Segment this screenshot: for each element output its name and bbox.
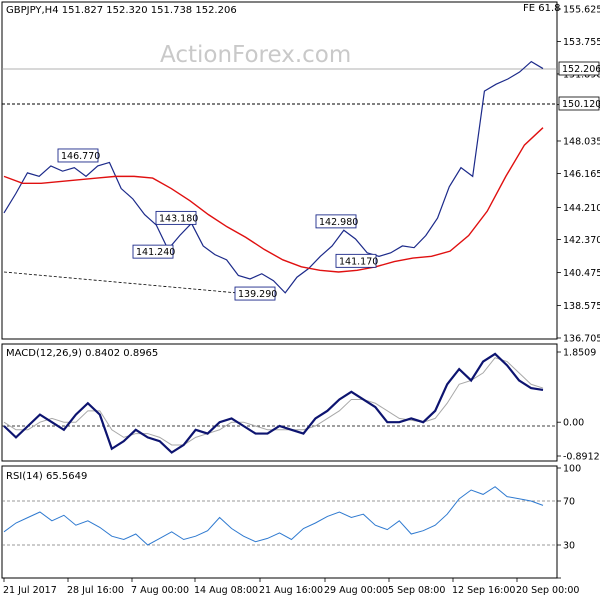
rsi-line [3, 486, 544, 546]
annotation-label: 139.290 [238, 289, 277, 300]
price-tick-label: 144.210 [563, 203, 600, 214]
rsi-tick-label: 30 [563, 541, 575, 552]
support-box [558, 96, 600, 111]
rsi-title: RSI(14) 65.5649 [6, 471, 87, 482]
x-tick-label: 5 Sep 08:00 [388, 585, 445, 596]
macd-pane [1, 343, 558, 462]
x-tick-label: 29 Aug 00:00 [324, 585, 388, 596]
price-tick-label: 142.370 [563, 235, 600, 246]
x-tick-label: 12 Sep 16:00 [452, 585, 515, 596]
macd-tick-label: 0.00 [563, 418, 584, 429]
price-tick-label: 140.475 [563, 268, 600, 279]
annotation-label: 141.240 [136, 247, 175, 258]
price-series [3, 60, 544, 294]
annotation-box [315, 214, 357, 229]
rsi-pane [1, 465, 558, 579]
support-label: 150.120 [562, 99, 600, 110]
annotation-box [132, 244, 174, 259]
moving-average-line [3, 127, 544, 273]
price-tick-label: 153.755 [563, 37, 600, 48]
annotation-box [155, 210, 197, 225]
macd-line [3, 352, 544, 454]
price-tick-label: 138.575 [563, 301, 600, 312]
x-tick-label: 28 Jul 16:00 [67, 585, 124, 596]
price-tick-label: 146.165 [563, 169, 600, 180]
trend-line [3, 271, 239, 294]
annotation-label: 142.980 [319, 217, 358, 228]
current-price-box [558, 61, 600, 76]
price-tick-label: 136.705 [563, 334, 600, 345]
annotation-label: 146.770 [61, 151, 100, 162]
macd-tick-label: -0.8912 [563, 452, 600, 463]
macd-title: MACD(12,26,9) 0.8402 0.8965 [6, 348, 158, 359]
x-tick-label: 21 Jul 2017 [3, 585, 57, 596]
x-tick-label: 14 Aug 08:00 [194, 585, 258, 596]
annotation-label: 143.180 [159, 213, 198, 224]
macd-tick-label: 1.8509 [563, 348, 596, 359]
annotation-box [234, 286, 276, 301]
rsi-tick-label: 100 [563, 464, 581, 475]
x-tick-label: 20 Sep 00:00 [516, 585, 579, 596]
price-tick-label: 148.035 [563, 136, 600, 147]
fe-label: FE 61.8 [523, 3, 561, 14]
price-tick-label: 155.625 [563, 5, 600, 16]
watermark: ActionForex.com [160, 42, 351, 68]
rsi-tick-label: 70 [563, 497, 575, 508]
x-tick-label: 21 Aug 16:00 [259, 585, 323, 596]
x-tick-label: 7 Aug 00:00 [131, 585, 189, 596]
annotation-box [335, 253, 377, 268]
annotation-label: 141.170 [339, 256, 378, 267]
annotation-box [57, 148, 99, 163]
current-price-label: 152.206 [562, 64, 600, 75]
price-header: GBPJPY,H4 151.827 152.320 151.738 152.20… [6, 5, 237, 16]
